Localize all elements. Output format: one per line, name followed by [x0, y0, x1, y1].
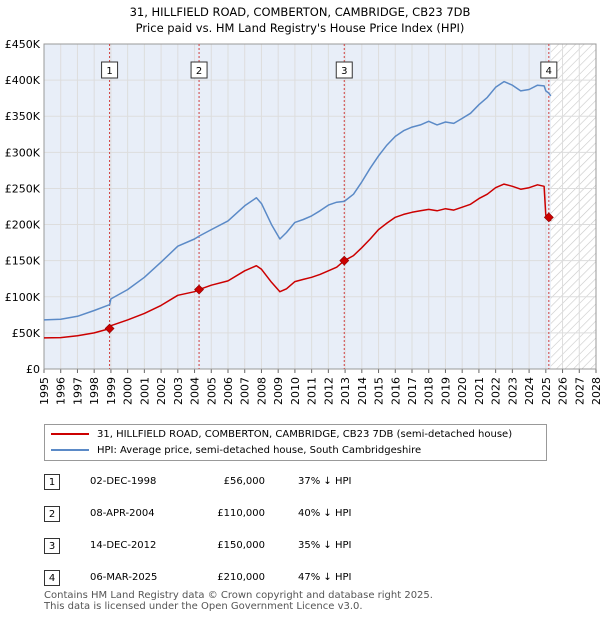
x-tick-label: 2012 — [322, 377, 335, 405]
x-tick-label: 1996 — [55, 377, 68, 405]
y-tick-label: £200K — [5, 219, 41, 232]
sale-row: 2 08-APR-2004 £110,000 40% ↓ HPI — [44, 506, 464, 524]
sale-marker — [104, 323, 115, 334]
sale-date: 14-DEC-2012 — [90, 540, 157, 551]
sale-number-badge: 2 — [44, 506, 60, 522]
sale-price: £150,000 — [217, 540, 265, 551]
sale-row: 3 14-DEC-2012 £150,000 35% ↓ HPI — [44, 538, 464, 556]
footer-licence: This data is licensed under the Open Gov… — [44, 601, 363, 612]
sale-label-box — [101, 61, 119, 79]
sale-date: 02-DEC-1998 — [90, 476, 157, 487]
sale-label-box — [540, 61, 558, 79]
x-tick-label: 2000 — [122, 377, 135, 405]
sale-number-badge: 3 — [44, 538, 60, 554]
sale-number-badge: 4 — [44, 570, 60, 586]
x-tick-label: 2013 — [339, 377, 352, 405]
sale-row: 1 02-DEC-1998 £56,000 37% ↓ HPI — [44, 474, 464, 492]
chart-subtitle: Price paid vs. HM Land Registry's House … — [136, 21, 465, 35]
sale-price: £56,000 — [223, 476, 265, 487]
x-tick-label: 2019 — [439, 377, 452, 405]
sale-marker — [194, 284, 204, 295]
y-tick-label: £350K — [5, 110, 41, 123]
x-tick-label: 2018 — [423, 377, 436, 405]
x-tick-label: 2015 — [373, 377, 386, 405]
sale-marker — [543, 212, 554, 223]
footer: Contains HM Land Registry data © Crown c… — [44, 590, 433, 612]
x-tick-label: 2005 — [205, 377, 218, 405]
legend-swatch-hpi — [51, 449, 89, 451]
x-tick-label: 2024 — [523, 377, 536, 405]
sale-date: 06-MAR-2025 — [90, 572, 158, 583]
x-tick-label: 1998 — [88, 377, 101, 405]
x-tick-label: 1999 — [105, 377, 118, 405]
price-chart: 31, HILLFIELD ROAD, COMBERTON, CAMBRIDGE… — [5, 5, 600, 405]
sale-hpi-diff: 35% ↓ HPI — [298, 540, 352, 551]
sale-number-badge: 1 — [44, 474, 60, 490]
legend-item-price: 31, HILLFIELD ROAD, COMBERTON, CAMBRIDGE… — [51, 427, 512, 443]
legend-label-hpi: HPI: Average price, semi-detached house,… — [97, 445, 422, 456]
sale-label-number: 3 — [341, 66, 347, 77]
chart-title: 31, HILLFIELD ROAD, COMBERTON, CAMBRIDGE… — [130, 5, 471, 19]
legend-item-hpi: HPI: Average price, semi-detached house,… — [51, 443, 421, 459]
x-tick-label: 2008 — [255, 377, 268, 405]
y-tick-label: £450K — [5, 38, 41, 51]
sale-hpi-diff: 40% ↓ HPI — [298, 508, 352, 519]
x-tick-label: 2001 — [138, 377, 151, 405]
legend-label-price: 31, HILLFIELD ROAD, COMBERTON, CAMBRIDGE… — [97, 429, 513, 440]
sale-price: £110,000 — [217, 508, 265, 519]
y-tick-label: £50K — [12, 327, 41, 340]
plot-background — [44, 44, 596, 369]
x-tick-label: 1995 — [38, 377, 51, 405]
y-tick-label: £250K — [5, 182, 41, 195]
x-tick-label: 2009 — [272, 377, 285, 405]
legend-swatch-price — [51, 433, 89, 435]
sale-hpi-diff: 47% ↓ HPI — [298, 572, 352, 583]
x-tick-label: 2023 — [506, 377, 519, 405]
x-tick-label: 2021 — [473, 377, 486, 405]
x-tick-label: 2011 — [306, 377, 319, 405]
x-tick-label: 2003 — [172, 377, 185, 405]
x-tick-label: 2014 — [356, 377, 369, 405]
sale-date: 08-APR-2004 — [90, 508, 155, 519]
future-hatch-area — [550, 44, 596, 369]
sale-label-number: 1 — [106, 66, 112, 77]
sale-label-box — [190, 61, 208, 79]
sale-row: 4 06-MAR-2025 £210,000 47% ↓ HPI — [44, 570, 464, 588]
x-tick-label: 2020 — [456, 377, 469, 405]
y-tick-label: £400K — [5, 74, 41, 87]
sale-hpi-diff: 37% ↓ HPI — [298, 476, 352, 487]
sale-label-box — [335, 61, 353, 79]
sale-label-number: 4 — [546, 66, 552, 77]
sale-marker — [339, 255, 350, 266]
x-tick-label: 2026 — [557, 377, 570, 405]
series-line-price — [43, 183, 552, 339]
x-tick-label: 1997 — [71, 377, 84, 405]
x-tick-label: 2010 — [289, 377, 302, 405]
x-tick-label: 2027 — [573, 377, 586, 405]
x-tick-label: 2016 — [389, 377, 402, 405]
x-tick-label: 2022 — [490, 377, 503, 405]
x-tick-label: 2028 — [590, 377, 600, 405]
x-tick-label: 2002 — [155, 377, 168, 405]
x-tick-label: 2004 — [189, 377, 202, 405]
legend: 31, HILLFIELD ROAD, COMBERTON, CAMBRIDGE… — [44, 424, 547, 461]
x-tick-label: 2017 — [406, 377, 419, 405]
y-tick-label: £150K — [5, 255, 41, 268]
x-tick-label: 2025 — [540, 377, 553, 405]
series-line-hpi — [43, 80, 552, 321]
footer-copyright: Contains HM Land Registry data © Crown c… — [44, 590, 433, 601]
y-tick-label: £0 — [26, 363, 40, 376]
sale-label-number: 2 — [196, 66, 202, 77]
x-tick-label: 2006 — [222, 377, 235, 405]
x-tick-label: 2007 — [239, 377, 252, 405]
y-tick-label: £300K — [5, 146, 41, 159]
y-tick-label: £100K — [5, 291, 41, 304]
plot-frame — [43, 43, 597, 370]
sale-price: £210,000 — [217, 572, 265, 583]
